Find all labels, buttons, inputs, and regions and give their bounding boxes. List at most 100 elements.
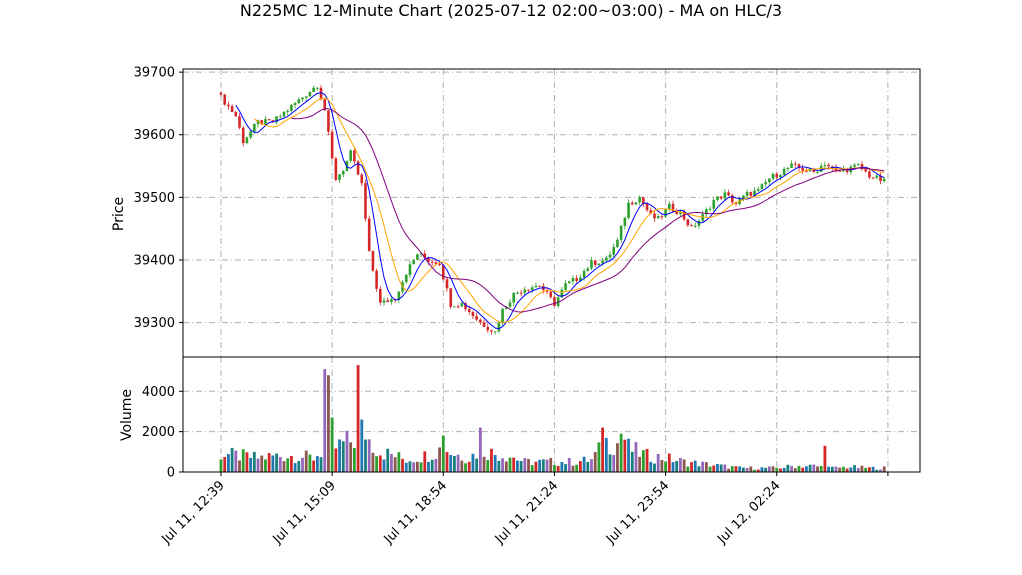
volume-bar bbox=[412, 462, 416, 472]
candle-body bbox=[404, 274, 408, 283]
volume-bar bbox=[545, 459, 549, 472]
volume-bar bbox=[804, 466, 808, 472]
volume-bar bbox=[830, 466, 834, 472]
volume-bar bbox=[656, 453, 660, 472]
candle-body bbox=[338, 174, 341, 180]
candle-body bbox=[308, 91, 312, 97]
candle-body bbox=[630, 202, 634, 205]
candle-body bbox=[753, 190, 756, 196]
candle-body bbox=[649, 210, 653, 214]
volume-bar bbox=[338, 439, 341, 472]
candle-body bbox=[549, 291, 553, 298]
candle-body bbox=[671, 203, 675, 212]
candle-body bbox=[471, 311, 475, 317]
volume-bar bbox=[375, 456, 379, 472]
candle-body bbox=[312, 87, 315, 92]
volume-bar bbox=[445, 452, 449, 472]
candle-body bbox=[582, 270, 586, 278]
candle-body bbox=[797, 164, 801, 168]
volume-bar bbox=[634, 442, 638, 472]
volume-bar bbox=[490, 448, 493, 472]
candle-body bbox=[286, 110, 289, 112]
volume-bar bbox=[230, 447, 234, 472]
volume-bar bbox=[664, 461, 667, 472]
volume-bar bbox=[493, 454, 497, 472]
volume-bar bbox=[534, 461, 538, 472]
candle-body bbox=[412, 259, 415, 265]
volume-bar bbox=[301, 457, 304, 472]
candle-body bbox=[793, 163, 797, 165]
candlestick-series bbox=[219, 85, 886, 335]
volume-bar bbox=[867, 467, 871, 472]
candle-body bbox=[790, 163, 793, 168]
volume-bar bbox=[819, 465, 823, 472]
volume-bar bbox=[730, 466, 734, 472]
ma-short-line bbox=[235, 92, 885, 330]
candle-body bbox=[267, 119, 271, 121]
volume-bar bbox=[723, 464, 727, 472]
volume-bar bbox=[378, 455, 382, 472]
candle-body bbox=[801, 167, 804, 171]
volume-bar bbox=[571, 465, 575, 472]
volume-bar bbox=[649, 461, 653, 472]
candle-body bbox=[290, 104, 293, 111]
candle-body bbox=[430, 261, 434, 263]
candle-body bbox=[701, 214, 704, 221]
volume-bar bbox=[575, 464, 579, 472]
volume-bar bbox=[223, 456, 227, 472]
candle-body bbox=[679, 211, 682, 215]
candle-body bbox=[853, 164, 856, 167]
volume-bar bbox=[812, 464, 816, 472]
volume-bar bbox=[527, 459, 530, 472]
price-tick-label: 39300 bbox=[134, 316, 175, 331]
volume-bar bbox=[293, 463, 297, 472]
candle-body bbox=[675, 211, 679, 215]
candle-body bbox=[564, 283, 567, 290]
volume-bar bbox=[323, 369, 327, 472]
candle-body bbox=[238, 116, 241, 128]
candle-body bbox=[371, 250, 375, 271]
candle-body bbox=[386, 300, 390, 303]
volume-bar bbox=[471, 453, 475, 472]
candle-body bbox=[390, 298, 393, 303]
candle-body bbox=[575, 278, 578, 281]
x-tick-label: Jul 11, 12:39 bbox=[158, 478, 227, 547]
candle-body bbox=[567, 281, 571, 284]
ma-long-line bbox=[291, 108, 885, 313]
volume-bar bbox=[790, 466, 793, 472]
volume-bar bbox=[638, 456, 642, 472]
candle-body bbox=[493, 331, 497, 333]
volume-bar bbox=[816, 466, 819, 472]
candle-body bbox=[301, 97, 304, 100]
volume-bar bbox=[467, 461, 471, 472]
volume-bar bbox=[252, 451, 256, 472]
volume-bar bbox=[538, 459, 542, 472]
volume-bar bbox=[256, 458, 260, 472]
volume-bar bbox=[275, 453, 278, 472]
volume-bar bbox=[541, 459, 545, 472]
candle-body bbox=[249, 131, 252, 138]
volume-bar bbox=[601, 427, 605, 472]
candle-body bbox=[519, 292, 523, 294]
volume-bar bbox=[712, 465, 716, 472]
volume-bar bbox=[334, 448, 338, 472]
candle-body bbox=[482, 322, 486, 327]
candle-body bbox=[442, 265, 445, 280]
candle-body bbox=[827, 164, 830, 167]
x-tick-label: Jul 12, 02:24 bbox=[714, 478, 783, 547]
candle-body bbox=[571, 278, 575, 282]
x-tick-label: Jul 11, 23:54 bbox=[603, 478, 672, 547]
candle-body bbox=[530, 287, 534, 290]
volume-bar bbox=[801, 467, 805, 472]
volume-bar bbox=[434, 458, 438, 472]
volume-bar bbox=[853, 465, 856, 472]
volume-bar bbox=[241, 449, 245, 472]
candle-body bbox=[327, 110, 330, 132]
candle-body bbox=[375, 270, 378, 289]
candle-body bbox=[534, 285, 538, 288]
volume-bar bbox=[341, 441, 345, 472]
candle-body bbox=[612, 246, 616, 255]
volume-bar bbox=[449, 454, 453, 472]
candle-body bbox=[553, 297, 556, 307]
